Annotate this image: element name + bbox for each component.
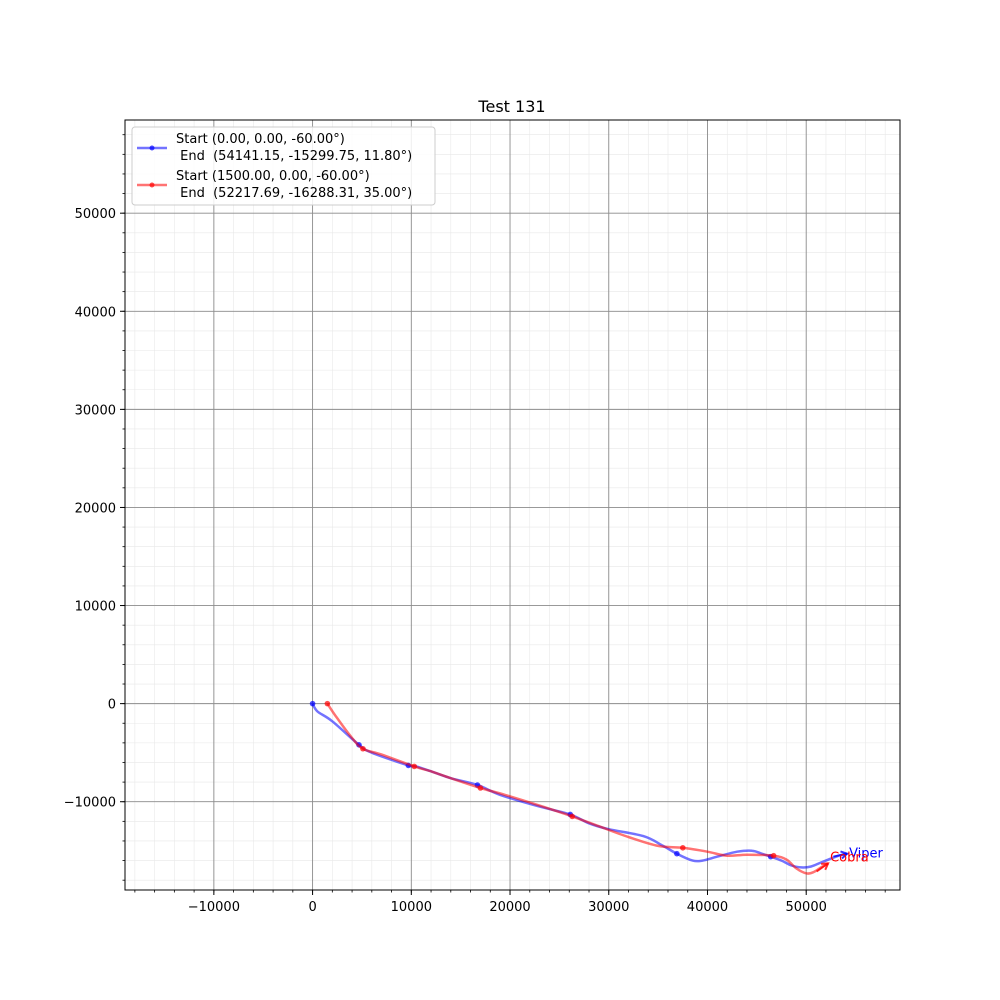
y-tick-label: 50000 — [75, 207, 116, 222]
y-tick-label: −10000 — [64, 796, 116, 811]
series-point-cobra — [680, 845, 686, 851]
heading-arrowhead-cobra — [821, 862, 830, 871]
series-point-cobra — [569, 813, 576, 820]
x-tick-label: 30000 — [588, 900, 629, 915]
legend-cobra-end: End (52217.69, -16288.31, 35.00°) — [176, 186, 412, 201]
y-tick-label: 10000 — [75, 600, 116, 615]
series-point-viper — [674, 850, 680, 857]
y-tick-label: 30000 — [75, 403, 116, 418]
legend-box — [131, 126, 436, 206]
viper-label: Viper — [849, 847, 883, 862]
series-point-cobra — [360, 745, 366, 752]
legend-marker-viper — [149, 145, 155, 151]
x-tick-label: −10000 — [188, 900, 240, 915]
axes-frame — [124, 119, 901, 891]
x-tick-label: 10000 — [391, 900, 432, 915]
legend-viper-start: Start (0.00, 0.00, -60.00°) — [176, 132, 345, 147]
annotations: Viper Cobra — [830, 847, 883, 866]
heading-arrowhead-viper — [840, 850, 849, 860]
y-tick-label: 20000 — [75, 501, 116, 516]
y-axis: −10000 0 10000 20000 30000 40000 50000 — [64, 134, 125, 881]
legend-marker-cobra — [149, 182, 155, 188]
series-point-cobra — [411, 763, 418, 770]
chart-title: Test 131 — [477, 97, 545, 116]
axes-background — [125, 120, 900, 890]
series-layer — [309, 700, 849, 875]
series-line-cobra — [326, 702, 829, 875]
x-tick-label: 20000 — [489, 900, 530, 915]
series-point-cobra — [477, 785, 484, 791]
cobra-label: Cobra — [830, 850, 869, 865]
heading-arrow-viper — [833, 852, 848, 858]
plot-area — [124, 119, 901, 891]
legend: Start (0.00, 0.00, -60.00°) End (54141.1… — [131, 126, 436, 206]
legend-cobra-start: Start (1500.00, 0.00, -60.00°) — [176, 169, 370, 184]
x-tick-label: 40000 — [687, 900, 728, 915]
series-point-cobra — [770, 852, 777, 859]
x-tick-label: 50000 — [786, 900, 827, 915]
y-tick-label: 40000 — [75, 305, 116, 320]
y-tick-label: 0 — [108, 698, 116, 713]
series-point-viper — [309, 700, 316, 707]
x-axis: −10000 0 10000 20000 30000 40000 50000 — [134, 890, 886, 915]
major-grid — [125, 120, 900, 890]
heading-arrow-cobra — [816, 862, 829, 873]
series-point-cobra — [324, 700, 331, 707]
legend-viper-end: End (54141.15, -15299.75, 11.80°) — [176, 149, 412, 164]
x-tick-label: 0 — [308, 900, 316, 915]
